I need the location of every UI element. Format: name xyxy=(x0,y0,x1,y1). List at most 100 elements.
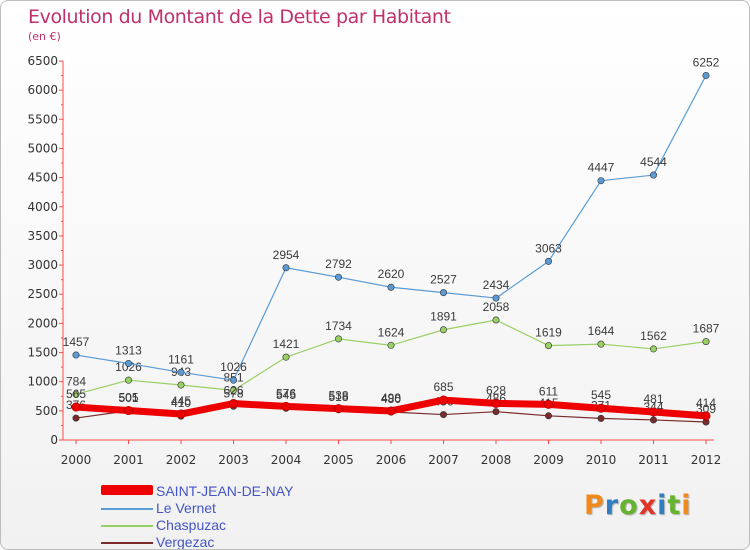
data-label-le-vernet: 2620 xyxy=(378,267,405,281)
chart-title: Evolution du Montant de la Dette par Hab… xyxy=(28,6,451,28)
data-point-saint-jean-de-nay xyxy=(596,403,606,413)
y-tick-label: 4500 xyxy=(27,171,58,185)
legend-label-chaspuzac: Chaspuzac xyxy=(156,517,227,533)
x-tick-label: 2002 xyxy=(166,453,197,467)
y-tick-label: 2500 xyxy=(27,287,58,301)
data-label-saint-jean-de-nay: 545 xyxy=(591,388,611,402)
data-label-saint-jean-de-nay: 685 xyxy=(433,380,453,394)
data-point-vergezac xyxy=(649,416,657,424)
data-label-saint-jean-de-nay: 626 xyxy=(223,383,243,397)
data-label-vergezac: 410 xyxy=(171,396,191,410)
data-label-chaspuzac: 1624 xyxy=(378,325,405,339)
data-point-saint-jean-de-nay xyxy=(701,411,711,421)
chart-subtitle: (en €) xyxy=(28,30,61,43)
data-point-vergezac xyxy=(544,412,552,420)
data-point-chaspuzac xyxy=(282,353,290,361)
y-tick-label: 1000 xyxy=(27,375,58,389)
data-point-chaspuzac xyxy=(544,342,552,350)
data-point-le-vernet xyxy=(702,71,710,79)
data-label-chaspuzac: 1619 xyxy=(535,326,562,340)
x-tick-label: 2003 xyxy=(218,453,249,467)
data-label-chaspuzac: 1734 xyxy=(325,319,352,333)
data-point-le-vernet xyxy=(177,368,185,376)
data-label-saint-jean-de-nay: 505 xyxy=(118,391,138,405)
data-label-le-vernet: 2434 xyxy=(483,278,510,292)
x-tick-label: 2009 xyxy=(533,453,564,467)
data-point-le-vernet xyxy=(439,289,447,297)
data-point-saint-jean-de-nay xyxy=(229,398,239,408)
data-point-le-vernet xyxy=(387,283,395,291)
data-point-saint-jean-de-nay xyxy=(333,404,343,414)
data-point-saint-jean-de-nay xyxy=(176,409,186,419)
legend-label-vergezac: Vergezac xyxy=(156,534,215,550)
legend-label-le-vernet: Le Vernet xyxy=(156,500,216,516)
data-label-le-vernet: 1457 xyxy=(63,335,90,349)
x-tick-label: 2004 xyxy=(271,453,302,467)
data-point-le-vernet xyxy=(492,294,500,302)
data-label-chaspuzac: 1891 xyxy=(430,310,457,324)
x-tick-label: 2001 xyxy=(113,453,144,467)
data-point-le-vernet xyxy=(334,273,342,281)
data-label-le-vernet: 1026 xyxy=(220,360,247,374)
data-label-saint-jean-de-nay: 481 xyxy=(643,392,663,406)
y-tick-label: 6500 xyxy=(27,54,58,68)
data-label-le-vernet: 2527 xyxy=(430,273,457,287)
data-point-le-vernet xyxy=(125,359,133,367)
data-label-saint-jean-de-nay: 538 xyxy=(328,389,348,403)
logo-letter: i xyxy=(657,490,668,521)
data-point-vergezac xyxy=(492,408,500,416)
legend-swatch-le-vernet xyxy=(101,508,153,510)
legend-label-saint-jean-de-nay: SAINT-JEAN-DE-NAY xyxy=(156,483,294,499)
data-point-le-vernet xyxy=(72,351,80,359)
legend-swatch-chaspuzac xyxy=(101,525,153,527)
data-label-le-vernet: 6252 xyxy=(693,55,720,69)
data-point-vergezac xyxy=(439,411,447,419)
data-label-chaspuzac: 1644 xyxy=(588,324,615,338)
data-point-chaspuzac xyxy=(387,341,395,349)
logo-letter: t xyxy=(667,490,682,521)
data-label-saint-jean-de-nay: 498 xyxy=(381,391,401,405)
logo-letter: P xyxy=(584,490,605,521)
data-label-chaspuzac: 2058 xyxy=(483,300,510,314)
data-point-chaspuzac xyxy=(72,390,80,398)
data-label-le-vernet: 3063 xyxy=(535,241,562,255)
data-label-chaspuzac: 784 xyxy=(66,374,86,388)
data-point-saint-jean-de-nay xyxy=(543,399,553,409)
x-tick-label: 2008 xyxy=(481,453,512,467)
logo-letter: r xyxy=(604,490,620,521)
data-label-le-vernet: 2792 xyxy=(325,257,352,271)
data-label-vergezac: 518 xyxy=(328,390,348,404)
data-label-saint-jean-de-nay: 611 xyxy=(539,384,558,398)
data-point-le-vernet xyxy=(282,264,290,272)
data-point-chaspuzac xyxy=(230,386,238,394)
data-point-chaspuzac xyxy=(597,340,605,348)
data-label-vergezac: 480 xyxy=(381,392,401,406)
data-label-chaspuzac: 1687 xyxy=(693,322,720,336)
data-label-saint-jean-de-nay: 628 xyxy=(486,383,506,397)
data-point-le-vernet xyxy=(649,171,657,179)
logo-letter: i xyxy=(681,490,692,521)
data-point-le-vernet xyxy=(597,177,605,185)
x-tick-label: 2011 xyxy=(638,453,669,467)
x-tick-label: 2007 xyxy=(428,453,459,467)
data-point-saint-jean-de-nay xyxy=(648,407,658,417)
data-label-chaspuzac: 1562 xyxy=(640,329,667,343)
data-point-chaspuzac xyxy=(649,345,657,353)
data-point-vergezac xyxy=(597,414,605,422)
y-tick-label: 6000 xyxy=(27,83,58,97)
x-tick-label: 2012 xyxy=(691,453,722,467)
legend-swatch-vergezac xyxy=(101,542,153,544)
data-point-chaspuzac xyxy=(125,376,133,384)
data-point-saint-jean-de-nay xyxy=(124,406,134,416)
data-point-le-vernet xyxy=(230,376,238,384)
data-label-saint-jean-de-nay: 576 xyxy=(276,386,296,400)
data-point-chaspuzac xyxy=(439,326,447,334)
data-point-chaspuzac xyxy=(492,316,500,324)
data-point-saint-jean-de-nay xyxy=(71,402,81,412)
data-label-chaspuzac: 1026 xyxy=(115,360,142,374)
logo-letter: x xyxy=(638,490,658,521)
data-label-le-vernet: 1313 xyxy=(115,343,142,357)
y-tick-label: 3500 xyxy=(27,229,58,243)
